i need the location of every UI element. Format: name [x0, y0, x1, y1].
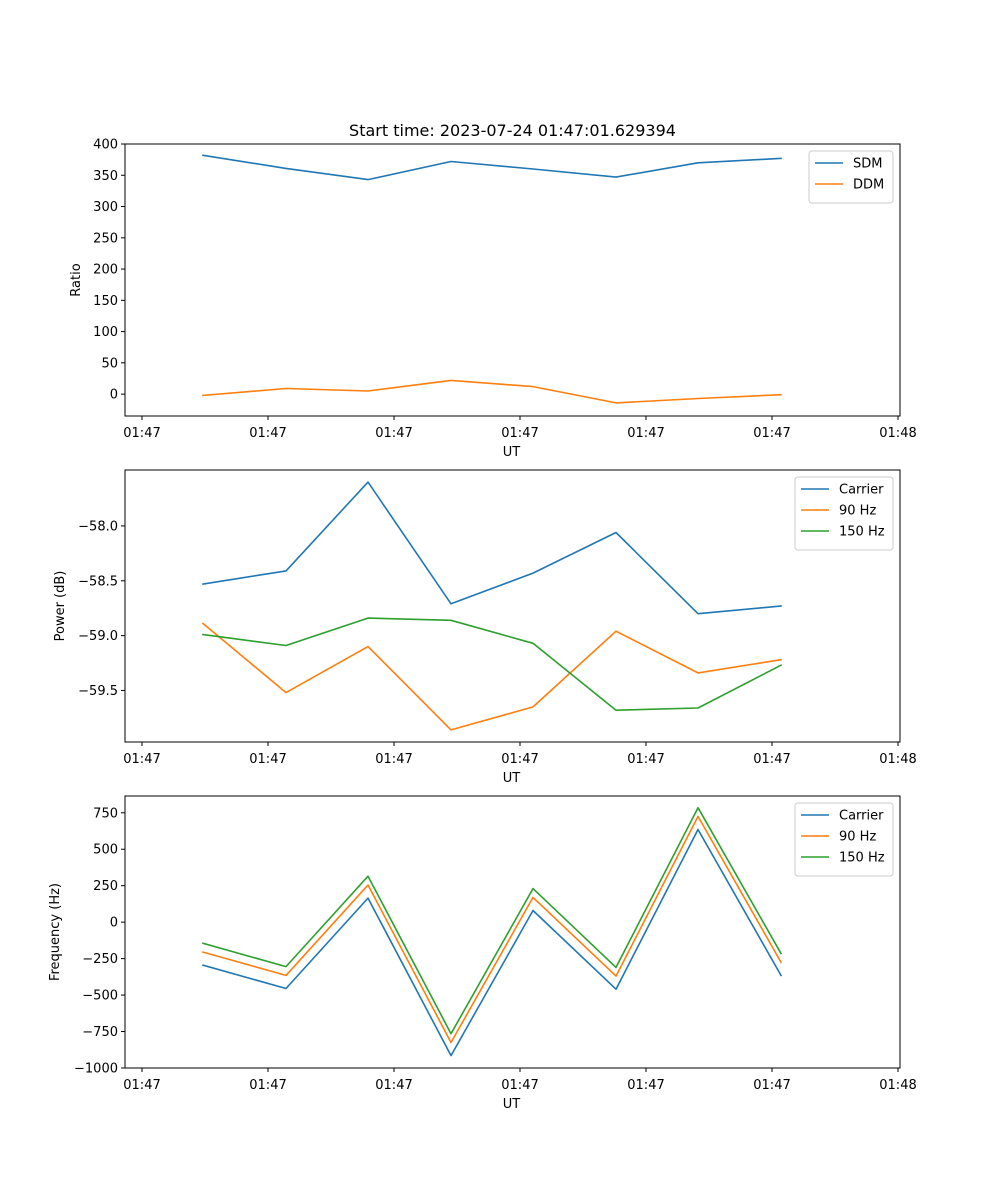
legend-label: Carrier: [839, 483, 884, 498]
chart-panel-1: Start time: 2023-07-24 01:47:01.629394 0 5…: [69, 121, 917, 460]
x-tick-label: 01:48: [879, 1078, 916, 1093]
series-line-carrier: [202, 481, 782, 615]
y-tick-label: 0: [110, 388, 118, 403]
chart-title: Start time: 2023-07-24 01:47:01.629394: [349, 121, 676, 140]
y-tick-label: −500: [82, 989, 118, 1004]
y-tick-label: 350: [93, 169, 118, 184]
x-tick-label: 01:47: [249, 752, 286, 767]
x-tick-label: 01:47: [375, 426, 412, 441]
x-tick-label: 01:47: [501, 1078, 538, 1093]
series-line-90-hz: [201, 622, 782, 731]
y-tick-label: 150: [93, 294, 118, 309]
legend-label: 90 Hz: [839, 830, 876, 845]
legend: Carrier 90 Hz 150 Hz: [794, 476, 894, 551]
y-tick-label: 500: [93, 843, 118, 858]
x-tick-label: 01:47: [627, 1078, 664, 1093]
x-axis-label: UT: [503, 771, 521, 786]
legend: SDM DDM: [808, 150, 894, 204]
series-line-sdm: [202, 154, 782, 181]
x-tick-label: 01:47: [123, 1078, 160, 1093]
legend-label: DDM: [853, 178, 884, 193]
x-axis-label: UT: [503, 445, 521, 460]
x-tick-label: 01:47: [753, 426, 790, 441]
x-tick-label: 01:47: [249, 1078, 286, 1093]
y-tick-label: −58.5: [78, 574, 118, 589]
y-tick-label: 750: [93, 806, 118, 821]
plot-frame: [124, 469, 901, 743]
x-tick-label: 01:47: [375, 1078, 412, 1093]
series-line-90-hz: [202, 815, 783, 1044]
plot-frame: [124, 795, 901, 1069]
y-tick-label: 400: [93, 138, 118, 153]
y-tick-label: −58.0: [78, 519, 118, 534]
x-tick-label: 01:47: [123, 752, 160, 767]
chart-panel-3: −1000 −750 −500 −250 0 250 500 750 01:47 01:47 01:…: [48, 795, 917, 1112]
x-tick-label: 01:48: [879, 426, 916, 441]
legend-label: 90 Hz: [839, 504, 876, 519]
y-tick-label: 300: [93, 200, 118, 215]
x-tick-label: 01:47: [249, 426, 286, 441]
y-tick-label: −59.5: [78, 684, 118, 699]
y-axis-label: Ratio: [69, 263, 84, 296]
legend-box: [808, 150, 894, 204]
series-line-150-hz: [202, 617, 783, 712]
x-tick-label: 01:48: [879, 752, 916, 767]
x-tick-label: 01:47: [375, 752, 412, 767]
y-tick-label: −59.0: [78, 629, 118, 644]
x-tick-label: 01:47: [123, 426, 160, 441]
legend-label: Carrier: [839, 809, 884, 824]
x-axis-label: UT: [503, 1097, 521, 1112]
series-line-150-hz: [202, 806, 783, 1035]
legend-label: 150 Hz: [839, 525, 885, 540]
y-tick-label: 250: [93, 879, 118, 894]
y-tick-label: −750: [82, 1025, 118, 1040]
plot-frame: [124, 143, 901, 417]
series-line-carrier: [202, 828, 783, 1057]
y-tick-label: 0: [110, 916, 118, 931]
legend-label: 150 Hz: [839, 851, 885, 866]
x-tick-label: 01:47: [753, 1078, 790, 1093]
y-tick-label: −1000: [74, 1062, 118, 1077]
legend: Carrier 90 Hz 150 Hz: [794, 802, 894, 877]
x-tick-label: 01:47: [501, 426, 538, 441]
legend-label: SDM: [853, 157, 882, 172]
y-tick-label: 200: [93, 263, 118, 278]
x-tick-label: 01:47: [753, 752, 790, 767]
x-tick-label: 01:47: [501, 752, 538, 767]
y-axis-label: Power (dB): [53, 571, 68, 642]
y-tick-label: 50: [101, 356, 118, 371]
series-line-ddm: [202, 379, 782, 404]
y-tick-label: 100: [93, 325, 118, 340]
x-tick-label: 01:47: [627, 426, 664, 441]
y-axis-label: Frequency (Hz): [48, 883, 63, 981]
y-tick-label: −250: [82, 952, 118, 967]
x-tick-label: 01:47: [627, 752, 664, 767]
y-tick-label: 250: [93, 231, 118, 246]
chart-panel-2: −59.5 −59.0 −58.5 −58.0 01:47 01:47 01:47 01:47…: [53, 469, 917, 786]
